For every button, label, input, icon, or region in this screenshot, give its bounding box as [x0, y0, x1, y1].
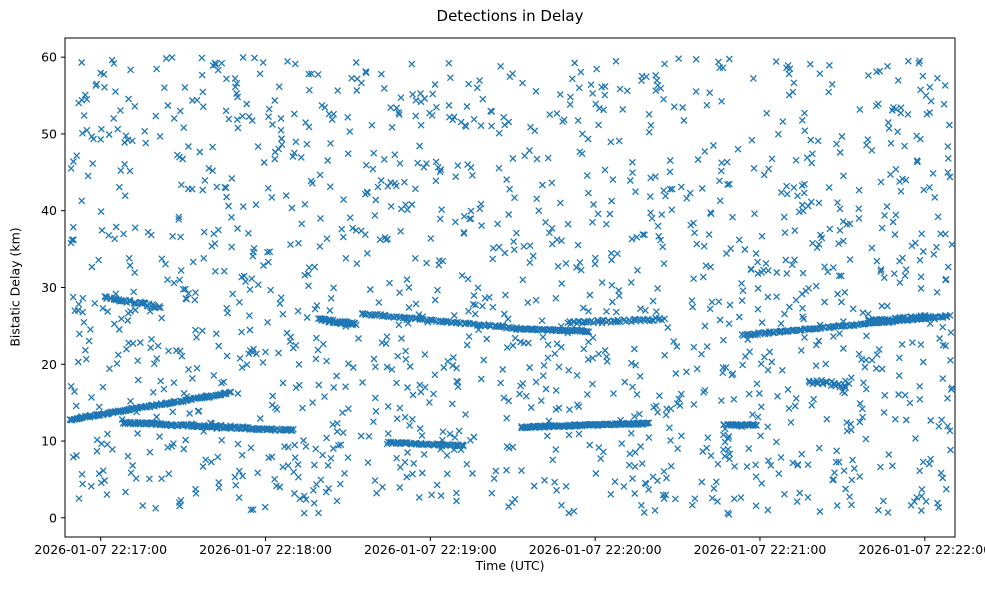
y-tick-label: 30 — [41, 280, 57, 295]
y-tick-label: 40 — [41, 203, 57, 218]
x-tick-label: 2026-01-07 22:18:00 — [199, 542, 332, 557]
x-tick-label: 2026-01-07 22:21:00 — [694, 542, 827, 557]
y-tick-label: 60 — [41, 50, 57, 65]
y-tick-label: 50 — [41, 126, 57, 141]
x-axis-label: Time (UTC) — [475, 558, 545, 573]
plot-frame — [64, 37, 956, 538]
y-tick-label: 10 — [41, 434, 57, 449]
y-tick-label: 20 — [41, 357, 57, 372]
y-axis-label: Bistatic Delay (km) — [7, 227, 23, 347]
x-tick-label: 2026-01-07 22:17:00 — [34, 542, 167, 557]
x-tick-label: 2026-01-07 22:22:00 — [858, 542, 985, 557]
x-tick-label: 2026-01-07 22:20:00 — [529, 542, 662, 557]
y-tick-label: 0 — [49, 510, 57, 525]
scatter-points — [66, 53, 956, 518]
chart-title: Detections in Delay — [436, 7, 584, 25]
x-tick-label: 2026-01-07 22:19:00 — [364, 542, 497, 557]
